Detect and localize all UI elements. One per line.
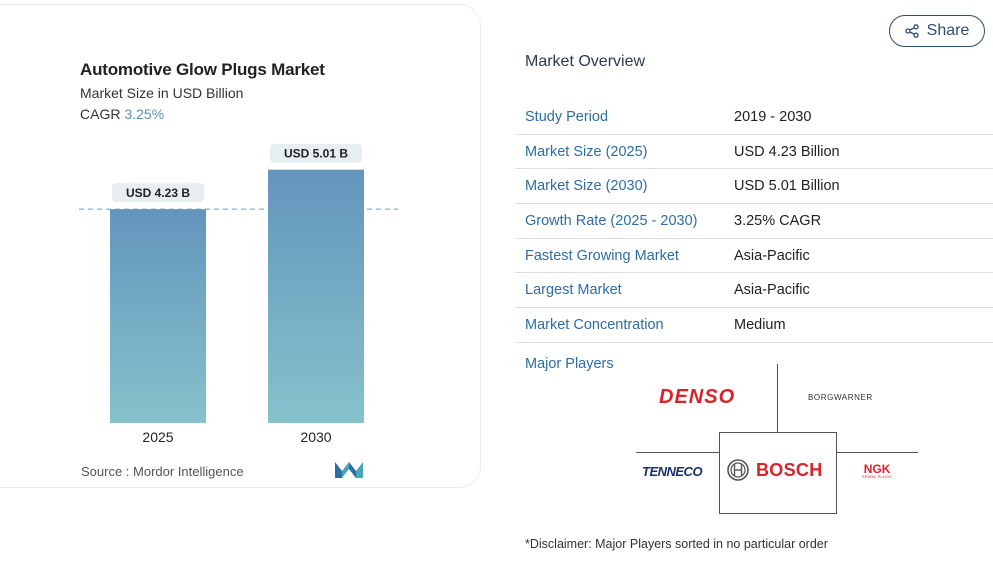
overview-row: Fastest Growing Market Asia-Pacific [515,239,993,274]
bar-2025 [110,209,206,423]
borgwarner-logo: BORGWARNER [808,393,873,402]
overview-row-label: Growth Rate (2025 - 2030) [525,212,698,229]
overview-row-value: Asia-Pacific [734,282,810,299]
disclaimer: *Disclaimer: Major Players sorted in no … [525,537,828,551]
overview-row: Market Size (2030) USD 5.01 Billion [515,169,993,205]
bar-chart: USD 4.23 B 2025 USD 5.01 B 2030 [79,143,398,445]
chart-subtitle: Market Size in USD Billion [80,85,244,101]
cagr-value: 3.25% [124,106,165,122]
overview-row-value: Asia-Pacific [734,247,810,264]
ngk-logo: NGK SPARK PLUGS [862,463,892,479]
bosch-logo: BOSCH [727,459,823,481]
ngk-subtitle: SPARK PLUGS [862,474,893,479]
overview-row-value: Medium [734,316,786,333]
chart-title: Automotive Glow Plugs Market [80,60,325,79]
denso-logo: DENSO [659,386,736,408]
overview-row-label: Largest Market [525,282,622,299]
overview-row-value: 3.25% CAGR [734,212,822,229]
overview-row: Study Period 2019 - 2030 [515,100,993,135]
overview-table: Study Period 2019 - 2030 Market Size (202… [515,100,993,343]
overview-row: Growth Rate (2025 - 2030) 3.25% CAGR [515,204,993,239]
overview-row-value: 2019 - 2030 [734,108,812,125]
overview-row-value: USD 4.23 Billion [734,143,840,160]
chart-card [0,4,481,488]
x-tick-label: 2030 [300,429,331,445]
bar-2030 [268,169,364,423]
share-label: Share [926,22,970,39]
overview-row-label: Market Size (2025) [525,143,648,160]
data-label-pill [112,183,204,203]
data-label: USD 5.01 B [284,147,348,161]
data-label: USD 4.23 B [126,186,190,200]
chart-cagr: CAGR 3.25% [80,106,164,122]
players-title: Major Players [525,356,614,372]
overview-row-label: Market Size (2030) [525,178,648,195]
overview-row: Largest Market Asia-Pacific [515,273,993,309]
overview-row-label: Fastest Growing Market [525,247,679,264]
overview-row: Market Concentration Medium [515,308,993,343]
overview-row-value: USD 5.01 Billion [734,178,840,195]
overview-row: Market Size (2025) USD 4.23 Billion [515,135,993,170]
overview-row-label: Study Period [525,108,609,125]
share-icon [904,24,919,38]
share-button[interactable]: Share [889,15,985,47]
mordor-logo-icon [335,462,363,478]
x-tick-label: 2025 [142,429,173,445]
bosch-wordmark: BOSCH [756,459,823,480]
overview-title: Market Overview [525,53,646,70]
tenneco-logo: TENNECO [642,464,703,479]
ngk-wordmark: NGK [863,462,891,476]
data-label-pill [270,143,362,163]
chart-source: Source : Mordor Intelligence [81,464,244,479]
bosch-armature-icon [727,459,749,481]
cagr-label: CAGR [80,106,121,122]
players-grid-lines [636,364,918,514]
overview-row-label: Market Concentration [525,316,664,333]
